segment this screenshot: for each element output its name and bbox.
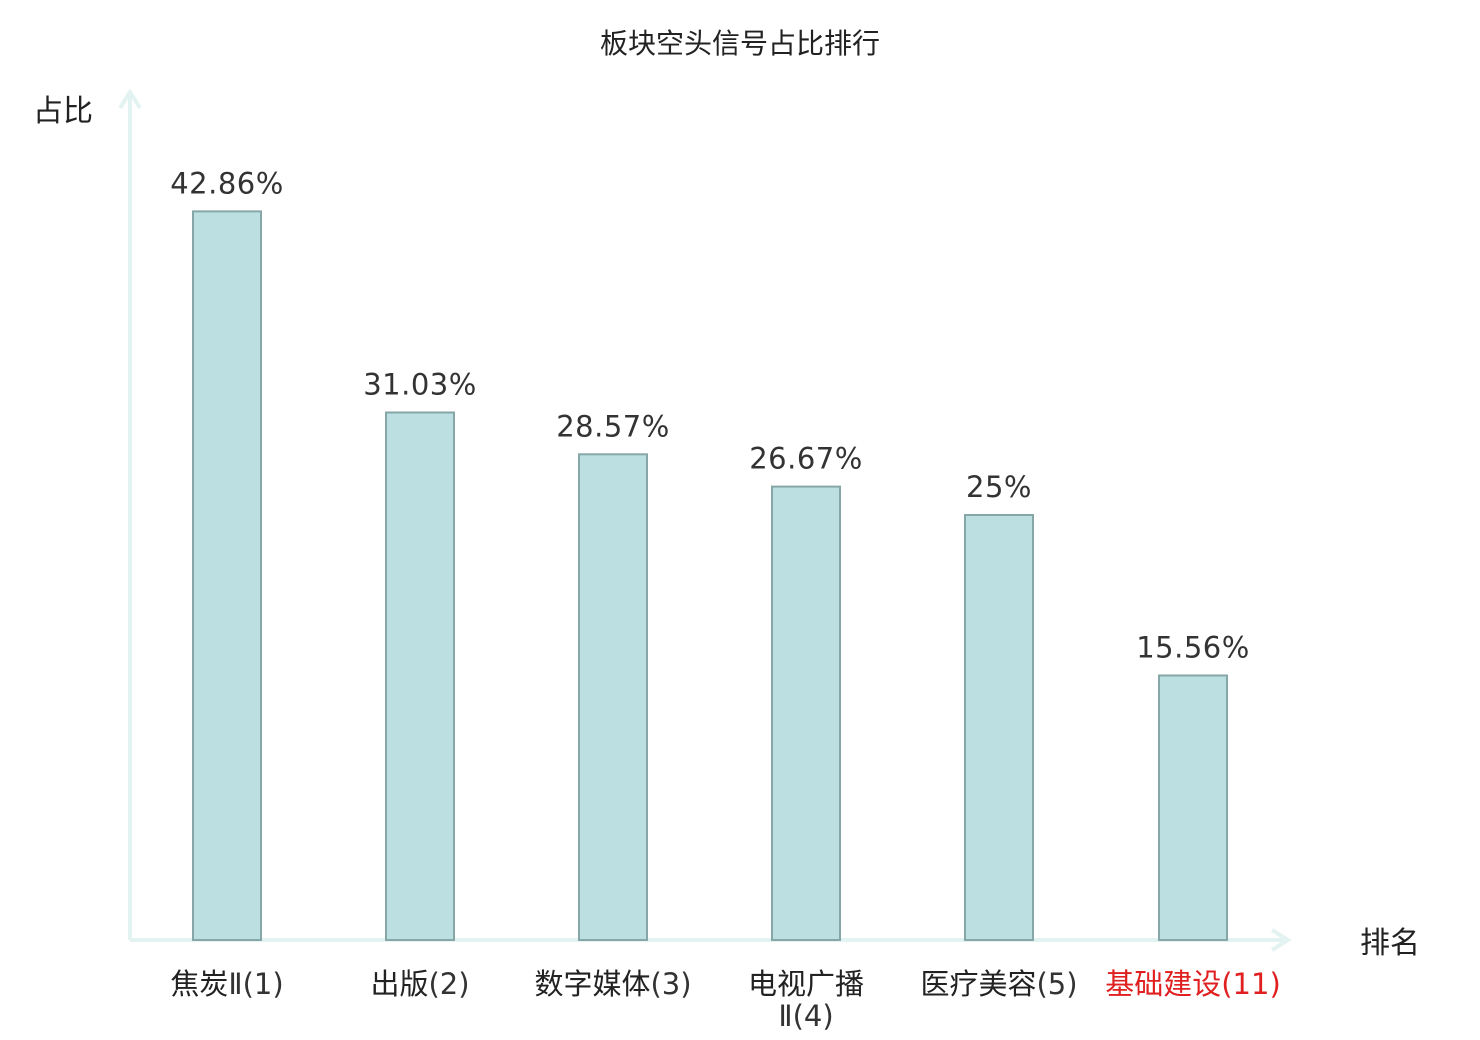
category-label-2: 出版(2) [370,967,469,1001]
category-name: 电视广播 [748,967,864,1001]
bars-group [192,210,1228,941]
chart-title: 板块空头信号占比排行 [600,27,880,60]
y-axis-arrow [118,88,142,110]
axes [118,88,1292,952]
category-suffix: (5) [1036,967,1077,1001]
category-suffix: (3) [650,967,691,1001]
category-label-3: 数字媒体(3) [534,967,691,1001]
value-label-2: 31.03% [363,367,477,401]
category-name: 焦炭 [170,967,228,1001]
value-label-5: 25% [966,470,1032,504]
bar-4 [771,485,841,941]
category-suffix: Ⅱ(4) [778,999,833,1033]
y-axis-title: 占比 [33,94,93,129]
bar-3 [578,453,648,941]
category-name: 出版 [370,967,428,1001]
value-label-4: 26.67% [749,442,863,476]
category-name: 基础建设 [1105,967,1221,1001]
x-axis-title: 排名 [1360,926,1420,961]
value-labels-group: 42.86% 31.03% 28.57% 26.67% 25% 15.56% [170,166,1250,664]
category-suffix: (11) [1221,967,1281,1001]
bar-1 [192,210,262,941]
x-axis-arrow [1270,928,1292,952]
category-name: 医疗美容 [920,967,1036,1001]
category-label-4: 电视广播 Ⅱ(4) [748,967,864,1033]
bar-2 [385,411,455,941]
category-suffix: Ⅱ(1) [228,967,283,1001]
value-label-3: 28.57% [556,409,670,443]
value-label-6: 15.56% [1136,630,1250,664]
category-name: 数字媒体 [534,967,650,1001]
category-label-1: 焦炭Ⅱ(1) [170,967,283,1001]
category-labels-group: 焦炭Ⅱ(1) 出版(2) 数字媒体(3) 电视广播 Ⅱ(4) 医疗美容(5) 基础建设(11… [170,967,1280,1033]
category-label-5: 医疗美容(5) [920,967,1077,1001]
bar-6 [1158,674,1228,941]
value-label-1: 42.86% [170,166,284,200]
category-suffix: (2) [428,967,469,1001]
category-label-6: 基础建设(11) [1105,967,1281,1001]
bar-5 [964,514,1034,941]
